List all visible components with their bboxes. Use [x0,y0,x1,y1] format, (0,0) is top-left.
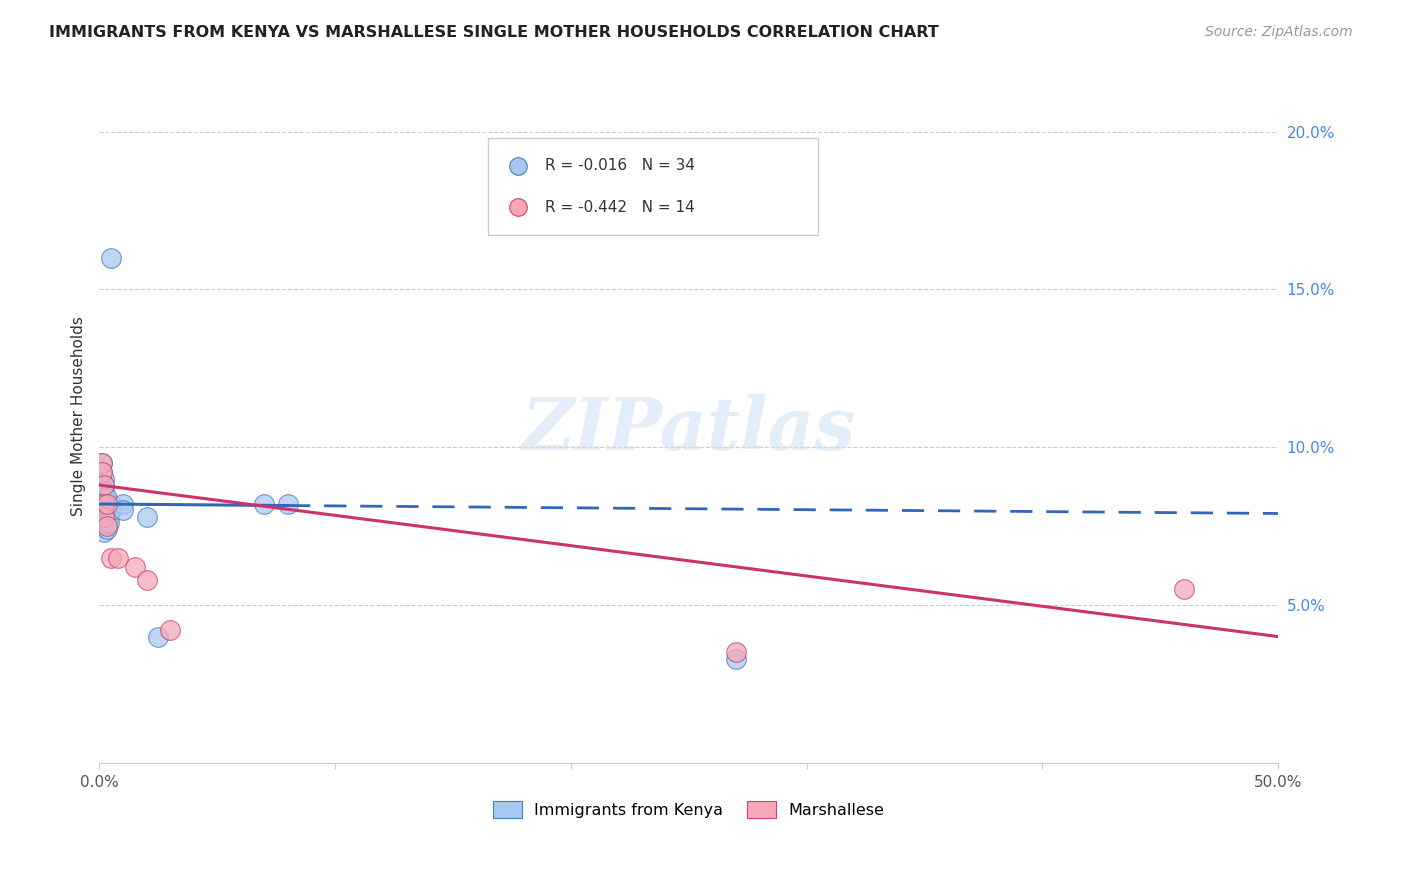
Point [96,516,118,530]
Point [107,550,129,565]
Point [1173,582,1195,597]
Point [96,522,118,536]
Point [97,503,120,517]
Point [111,497,134,511]
Point [93,503,115,517]
Point [100,503,122,517]
Point [100,497,122,511]
Point [90,456,112,470]
Text: Source: ZipAtlas.com: Source: ZipAtlas.com [1205,25,1353,39]
Point [159,624,181,638]
Point [93,507,115,521]
Point [93,509,115,524]
Point [93,497,115,511]
Point [93,513,115,527]
Point [135,573,157,587]
Point [93,519,115,533]
Point [724,651,747,665]
Point [96,491,118,505]
Point [90,519,112,533]
Point [96,519,118,533]
Point [93,497,115,511]
Point [96,497,118,511]
Point [124,560,146,574]
Point [100,251,122,265]
Point [93,478,115,492]
Point [90,509,112,524]
Point [97,509,120,524]
Point [277,497,299,511]
Point [724,645,747,659]
Point [96,503,118,517]
FancyBboxPatch shape [488,138,818,235]
Legend: Immigrants from Kenya, Marshallese: Immigrants from Kenya, Marshallese [486,795,891,824]
Point [97,516,120,530]
Point [90,466,112,480]
Point [253,497,276,511]
Text: R = -0.016   N = 34: R = -0.016 N = 34 [546,158,695,173]
Point [96,497,118,511]
Point [97,497,120,511]
Point [93,472,115,486]
Text: ZIPatlas: ZIPatlas [522,394,856,465]
Point [96,507,118,521]
Point [90,466,112,480]
Text: R = -0.442   N = 14: R = -0.442 N = 14 [546,200,695,215]
Point [90,456,112,470]
Point [148,630,170,644]
Point [93,484,115,499]
Point [100,550,122,565]
Point [96,513,118,527]
Y-axis label: Single Mother Households: Single Mother Households [72,316,86,516]
Point [93,478,115,492]
Text: IMMIGRANTS FROM KENYA VS MARSHALLESE SINGLE MOTHER HOUSEHOLDS CORRELATION CHART: IMMIGRANTS FROM KENYA VS MARSHALLESE SIN… [49,25,939,40]
Point [93,525,115,540]
Point [111,503,134,517]
Point [135,509,157,524]
